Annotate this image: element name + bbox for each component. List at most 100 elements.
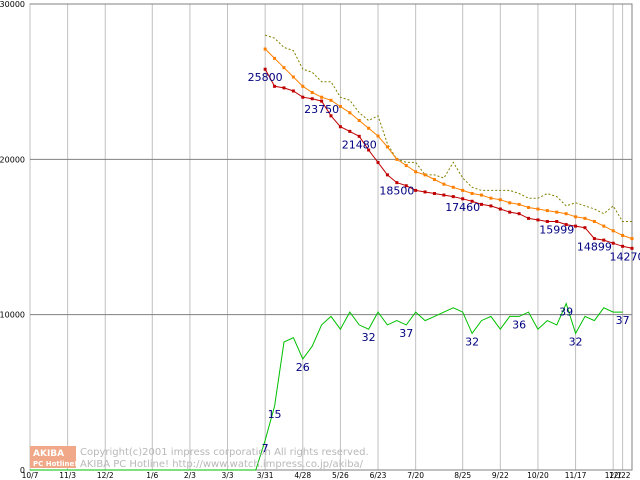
point-marker-low [461,197,465,201]
site-url-line: AKIBA PC Hotline! http://www.watch.impre… [80,459,364,470]
point-marker-low [291,89,295,93]
series-line-average [264,48,633,240]
x-tick-label: 12/2 [97,471,114,480]
point-marker-low [555,219,559,223]
data-label-low: 18500 [379,185,414,198]
point-marker-average [329,98,333,102]
point-marker-low [273,84,277,88]
data-label-count: 32 [362,331,376,344]
point-marker-low [357,134,361,138]
x-axis-labels: 10/7 11/3 12/2 1/6 2/3 3/3 3/31 4/28 5/26 6/23 7/2… [22,471,631,480]
copyright-line: Copyright(c)2001 impress corporation All… [80,447,369,458]
series-line-low [264,68,633,249]
point-marker-low [583,226,587,230]
point-marker-low [527,216,531,220]
point-marker-average [545,209,549,213]
logo-box [30,446,76,468]
point-marker-average [423,173,427,177]
point-marker-low [310,97,314,101]
point-marker-low [367,148,371,152]
point-marker-average [263,47,267,51]
point-marker-average [555,210,559,214]
point-marker-average [320,95,324,99]
point-marker-low [498,207,502,211]
x-tick-label: 11/17 [565,471,587,480]
point-marker-average [357,119,361,122]
x-tick-label: 5/26 [332,471,349,480]
point-marker-average [480,193,483,197]
y-tick-label: 10000 [0,311,25,320]
data-label-count: 32 [465,335,479,348]
x-tick-label: 9/22 [492,471,509,480]
point-marker-low [536,218,540,222]
series-layer [30,34,634,471]
x-tick-label: 7/20 [407,471,424,480]
point-marker-low [602,238,606,242]
x-tick-label: 12/22 [609,471,631,480]
data-label-count: 32 [569,335,583,348]
point-marker-average [498,198,502,202]
point-marker-low [282,86,286,90]
point-marker-average [611,229,615,233]
data-labels-layer: 25800 23750 21480 18500 17460 159991489914270… [248,71,640,455]
point-marker-average [367,126,371,130]
point-marker-average [621,233,625,237]
data-label-low: 23750 [304,103,339,116]
data-label-low: 17460 [445,201,480,214]
x-tick-label: 3/31 [257,471,274,480]
point-marker-average [404,164,408,168]
point-marker-average [592,219,596,223]
point-marker-low [423,190,427,194]
x-tick-label: 12/1 [605,471,622,480]
x-tick-label: 6/23 [370,471,387,480]
data-label-low: 21480 [342,138,377,151]
x-tick-label: 10/20 [527,471,549,480]
x-tick-label: 8/25 [454,471,471,480]
point-marker-low [611,241,615,245]
copyright-watermark: AKIBA PC Hotline! Copyright(c)2001 impre… [30,446,369,470]
data-label-count: 15 [268,408,282,421]
y-tick-label: 0 [20,466,25,475]
point-marker-low [320,99,324,103]
point-marker-average [442,182,446,186]
point-marker-low [517,212,521,216]
point-marker-average [508,201,512,205]
point-marker-low [432,192,436,196]
series-line-count [30,302,623,471]
point-marker-low [385,173,389,177]
point-marker-low [564,223,568,227]
x-tick-label: 2/3 [184,471,196,480]
point-marker-average [301,84,305,88]
point-marker-low [395,181,399,185]
logo-text-bottom: PC Hotline! [33,460,77,468]
point-marker-low [301,95,305,99]
point-marker-average [282,66,286,70]
data-label-low: 14270 [610,250,640,263]
point-marker-low [621,244,625,248]
x-tick-label: 1/6 [146,471,158,480]
point-marker-average [395,157,399,161]
point-marker-low [592,237,596,241]
point-marker-low [404,184,408,188]
point-marker-average [527,205,531,209]
point-marker-low [545,219,549,223]
point-marker-low [630,246,634,250]
point-marker-low [414,188,418,192]
point-marker-average [461,188,465,192]
point-marker-low [329,114,333,118]
point-marker-low [451,195,455,199]
point-marker-average [273,56,277,60]
y-tick-label: 20000 [0,155,25,164]
data-label-low: 14899 [577,241,612,254]
point-marker-average [536,207,540,211]
data-label-count: 26 [296,361,310,374]
point-marker-low [376,160,380,164]
point-marker-low [338,125,342,129]
point-marker-average [470,192,474,196]
x-tick-label: 4/28 [294,471,311,480]
chart-grid [29,3,633,471]
point-marker-average [602,224,606,228]
logo-text-top: AKIBA [33,449,64,459]
point-marker-low [508,210,512,214]
